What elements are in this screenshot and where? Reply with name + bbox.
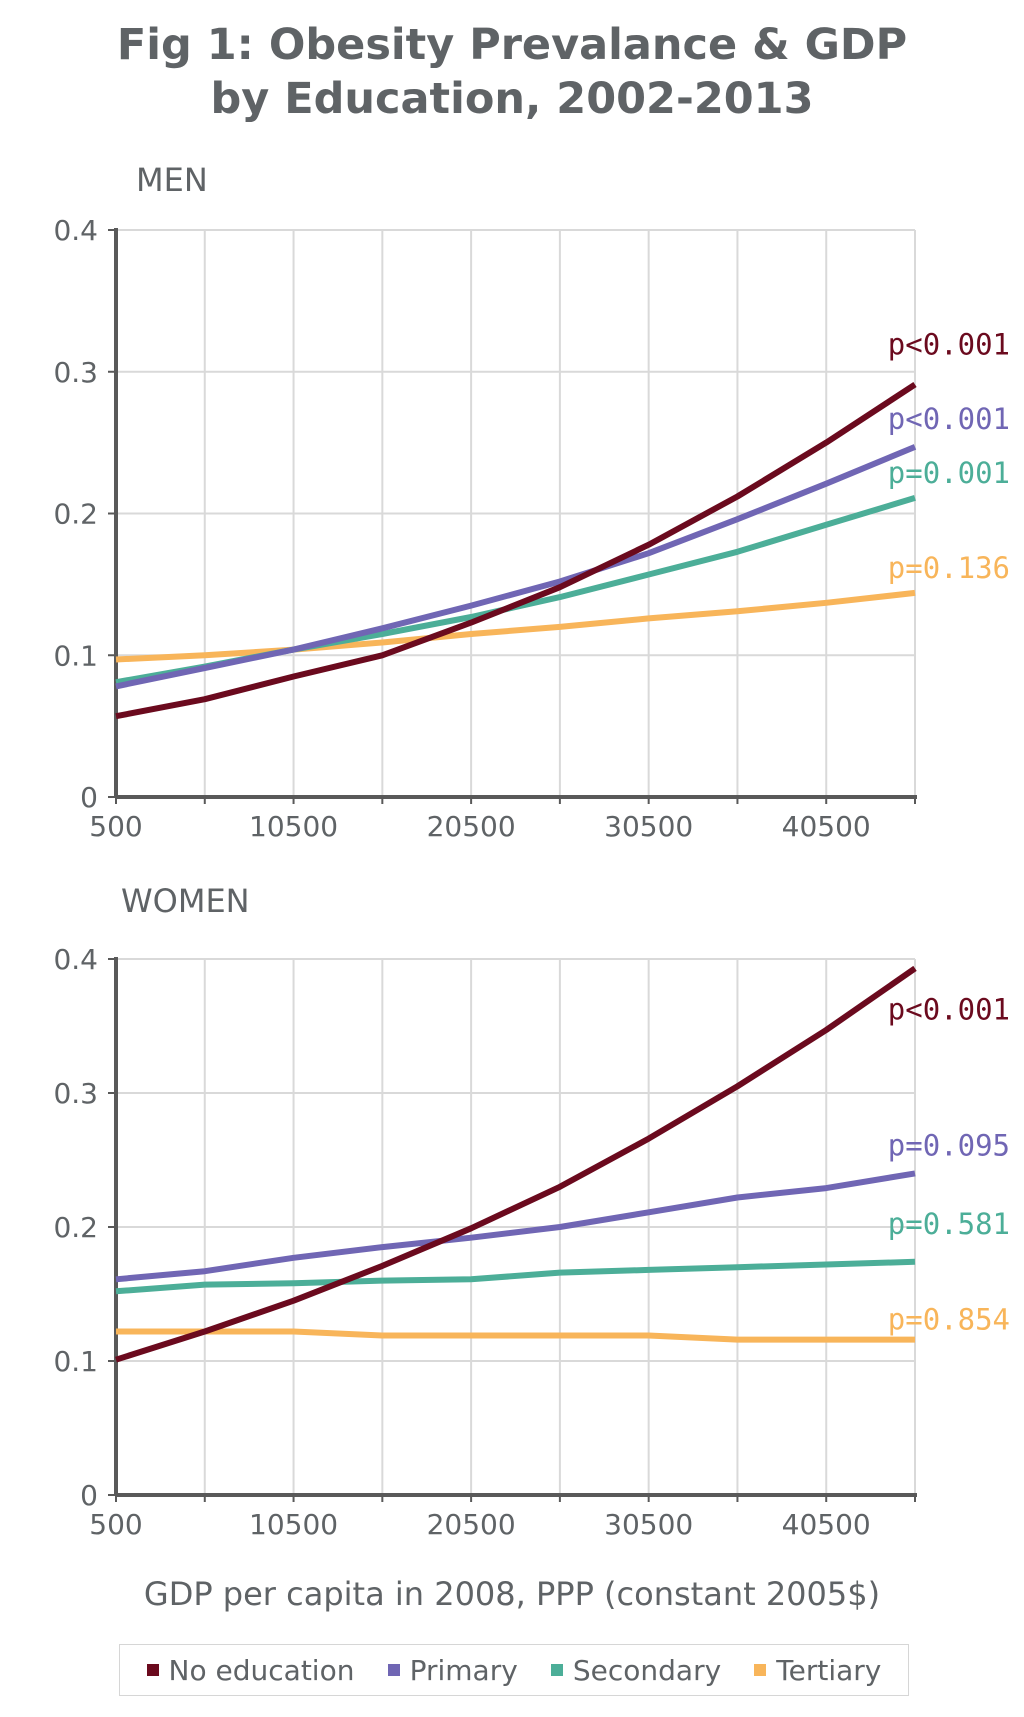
legend-swatch	[550, 1664, 563, 1676]
y-tick-label: 0	[80, 781, 98, 814]
x-tick-label: 20500	[427, 810, 516, 843]
series-line-primary	[115, 444, 917, 690]
x-tick-label: 30500	[604, 810, 693, 843]
chart-title-line-1: Fig 1: Obesity Prevalance & GDP	[116, 20, 908, 70]
legend-swatch	[146, 1664, 159, 1676]
series-line-secondary	[115, 1258, 916, 1295]
legend: No education Primary Secondary Tertiary	[119, 1644, 909, 1696]
x-tick-label: 500	[89, 810, 142, 843]
legend-label: No education	[168, 1653, 355, 1687]
x-tick-label: 20500	[427, 1508, 516, 1541]
p-value-label-tertiary: p=0.854	[888, 1303, 1010, 1337]
legend-item: No education	[146, 1653, 355, 1687]
y-tick-label: 0.3	[53, 356, 98, 389]
p-value-label-secondary: p=0.001	[888, 456, 1010, 490]
y-tick-label: 0.1	[53, 639, 98, 672]
x-axis-title: GDP per capita in 2008, PPP (constant 20…	[144, 1575, 880, 1613]
chart-title: Fig 1: Obesity Prevalance & GDP by Educa…	[0, 18, 1024, 126]
series-line-tertiary	[115, 589, 916, 663]
p-value-label-no-education: p<0.001	[888, 328, 1010, 362]
p-value-label-primary: p=0.095	[888, 1128, 1010, 1162]
x-tick-label: 500	[89, 1508, 142, 1541]
legend-label: Secondary	[572, 1653, 722, 1687]
legend-swatch	[387, 1664, 400, 1676]
y-tick-label: 0.4	[53, 214, 98, 247]
legend-item: Tertiary	[754, 1654, 881, 1687]
y-tick-label: 0.3	[53, 1077, 98, 1110]
panel-label: WOMEN	[121, 882, 250, 920]
series-line-primary	[115, 1170, 916, 1283]
y-tick-label: 0.4	[53, 943, 98, 976]
panel-label: MEN	[136, 161, 208, 199]
x-tick-label: 40500	[782, 1508, 871, 1541]
legend-item: Secondary	[550, 1653, 722, 1687]
legend-item: Primary	[387, 1653, 518, 1687]
chart-title-line-2: by Education, 2002-2013	[210, 74, 814, 124]
series-line-no-education	[115, 965, 917, 1363]
p-value-label-primary: p<0.001	[888, 402, 1010, 436]
x-tick-label: 10500	[249, 810, 338, 843]
series-line-no-education	[115, 381, 917, 720]
legend-swatch	[754, 1664, 767, 1676]
men-panel: MEN 0 0.1 0.2 0.3 0.4 500 10500 20500 30500 40500 p…	[53, 161, 1010, 843]
p-value-label-no-education: p<0.001	[888, 992, 1010, 1026]
y-tick-label: 0.2	[53, 1211, 98, 1244]
legend-label: Primary	[409, 1653, 518, 1687]
x-tick-label: 40500	[782, 810, 871, 843]
y-tick-label: 0	[80, 1479, 98, 1512]
y-tick-label: 0.1	[53, 1345, 98, 1378]
x-tick-label: 30500	[604, 1508, 693, 1541]
x-tick-label: 10500	[249, 1508, 338, 1541]
p-value-label-tertiary: p=0.136	[888, 551, 1010, 585]
legend-label: Tertiary	[776, 1653, 882, 1687]
y-tick-label: 0.2	[53, 498, 98, 531]
series-line-tertiary	[116, 1328, 915, 1343]
women-panel: WOMEN 0 0.1 0.2 0.3 0.4 500 10500 20500 30500 4050…	[53, 882, 1010, 1541]
p-value-label-secondary: p=0.581	[888, 1207, 1010, 1241]
